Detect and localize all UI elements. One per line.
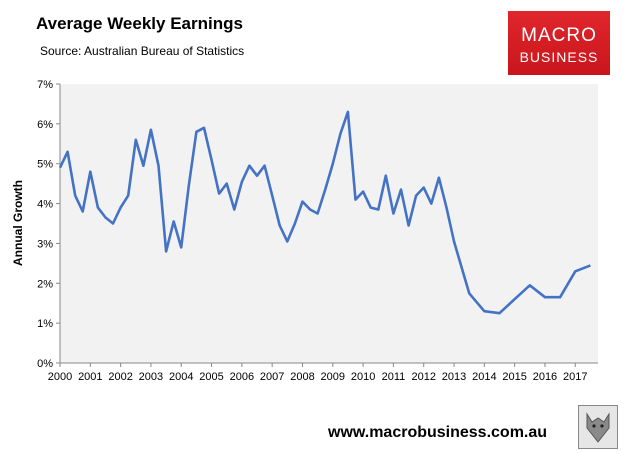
wolf-emblem-icon — [578, 405, 618, 449]
y-tick-label: 1% — [37, 318, 53, 330]
website-url: www.macrobusiness.com.au — [328, 424, 548, 441]
y-tick-label: 4% — [37, 199, 53, 211]
x-tick-label: 2017 — [563, 371, 587, 383]
y-tick-label: 2% — [37, 278, 53, 290]
x-tick-label: 2004 — [169, 371, 193, 383]
plot-area — [60, 84, 598, 363]
logo-line-2: BUSINESS — [519, 49, 599, 65]
x-tick-label: 2014 — [472, 371, 496, 383]
x-tick-label: 2016 — [533, 371, 557, 383]
x-tick-label: 2007 — [260, 371, 284, 383]
x-tick-label: 2005 — [199, 371, 223, 383]
y-axis-label: Annual Growth — [11, 180, 25, 266]
y-tick-label: 6% — [37, 119, 53, 131]
x-tick-label: 2000 — [48, 371, 72, 383]
x-tick-label: 2006 — [230, 371, 254, 383]
x-tick-label: 2008 — [290, 371, 314, 383]
y-tick-label: 7% — [37, 79, 53, 91]
x-tick-label: 2011 — [382, 371, 406, 383]
series-line-annual-growth — [58, 110, 591, 315]
x-axis: 2000 2001 2002 2003 2004 2005 2006 2007 2008 2009… — [48, 362, 598, 383]
x-tick-label: 2001 — [78, 371, 102, 383]
x-tick-label: 2015 — [502, 371, 526, 383]
source-note: Source: Australian Bureau of Statistics — [40, 44, 245, 58]
x-tick-label: 2010 — [351, 371, 375, 383]
macrobusiness-logo: MACRO BUSINESS — [508, 11, 610, 75]
y-tick-label: 3% — [37, 238, 53, 250]
chart-title: Average Weekly Earnings — [36, 14, 243, 33]
y-tick-label: 0% — [37, 358, 53, 370]
x-tick-label: 2009 — [321, 371, 345, 383]
x-tick-label: 2012 — [411, 371, 435, 383]
x-tick-label: 2002 — [108, 371, 132, 383]
logo-line-1: MACRO — [521, 25, 597, 46]
y-axis: 0% 1% 2% 3% 4% 5% 6% 7% — [37, 79, 61, 370]
x-tick-label: 2013 — [442, 371, 466, 383]
x-tick-label: 2003 — [139, 371, 163, 383]
y-tick-label: 5% — [37, 159, 53, 171]
